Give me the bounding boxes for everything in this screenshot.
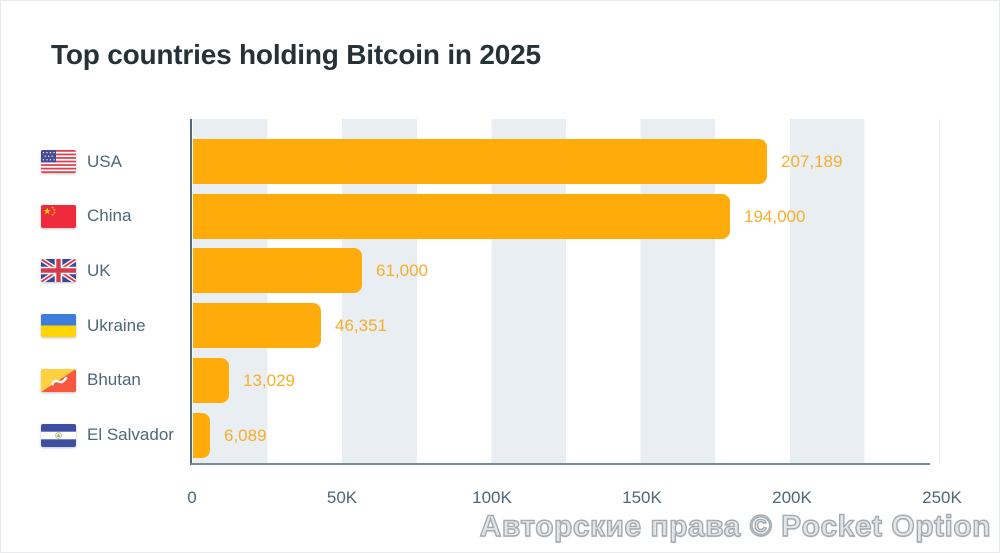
bar-uk [193, 248, 362, 294]
bar-bhutan [193, 357, 229, 403]
x-tick-label: 50K [326, 488, 358, 507]
bar-usa [193, 139, 767, 184]
y-axis-line [190, 119, 192, 465]
bar-value-label: 6,089 [224, 425, 267, 445]
country-label: Bhutan [87, 370, 141, 390]
country-row: USA [41, 139, 122, 184]
country-label: Ukraine [87, 315, 146, 335]
watermark: Авторские права © Pocket Option [479, 509, 991, 543]
bar-value-label: 13,029 [243, 370, 295, 390]
country-row: El Salvador [41, 413, 174, 458]
country-row: UK [41, 248, 111, 293]
bar-value-label: 61,000 [376, 261, 428, 281]
country-label: El Salvador [87, 425, 174, 444]
china-flag-icon [41, 204, 76, 228]
x-tick-label: 100K [472, 488, 512, 507]
ukraine-flag-icon [41, 314, 76, 338]
plot-area: 207,189 194,000 61,000 46,351 13,029 6,089 [192, 119, 942, 464]
x-tick-label: 0 [187, 488, 197, 507]
country-row: Ukraine [41, 303, 146, 348]
bar-ukraine [193, 303, 321, 349]
country-label: USA [87, 151, 122, 171]
page-title: Top countries holding Bitcoin in 2025 [51, 39, 541, 70]
bhutan-flag-icon [41, 368, 76, 392]
x-axis-ticks: 0 50K 100K 150K 200K 250K [187, 488, 962, 510]
bar-value-label: 194,000 [744, 206, 806, 226]
usa-flag-icon [41, 150, 76, 173]
uk-flag-icon [41, 259, 76, 283]
country-row: China [41, 194, 131, 239]
bar-value-label: 46,351 [335, 316, 387, 336]
x-tick-label: 250K [922, 488, 962, 507]
country-label: China [87, 206, 132, 226]
el-salvador-flag-icon [41, 423, 76, 447]
x-axis-line [191, 463, 930, 465]
x-tick-label: 200K [772, 488, 812, 507]
country-row: Bhutan [41, 358, 141, 403]
x-tick-label: 150K [622, 488, 662, 507]
bar-value-label: 207,189 [781, 152, 843, 171]
bar-el-salvador [193, 412, 210, 458]
bar-china [193, 193, 730, 239]
country-label: UK [87, 260, 111, 280]
